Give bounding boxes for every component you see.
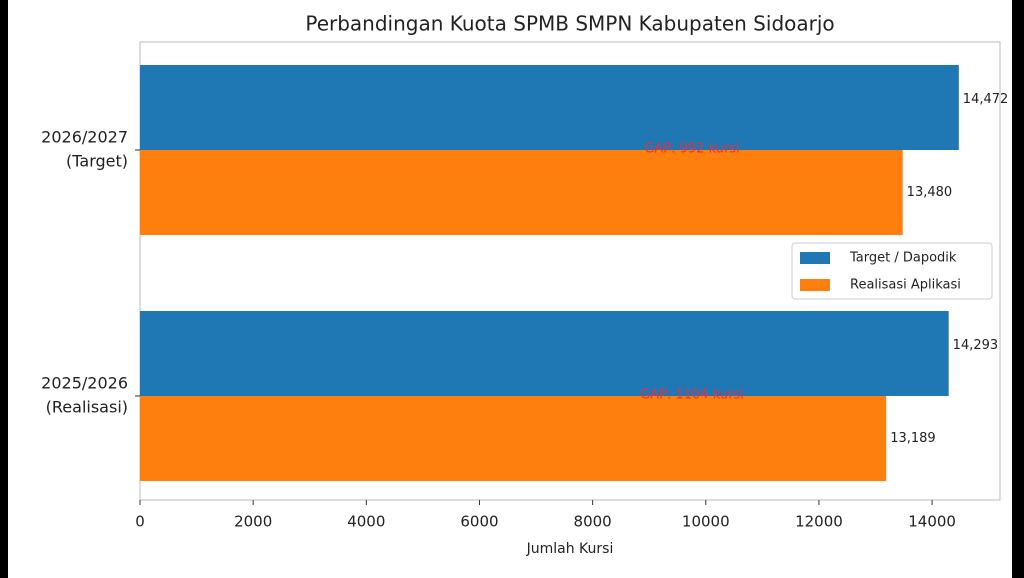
bar (140, 311, 949, 396)
x-tick-label: 0 (135, 513, 145, 531)
bar (140, 150, 903, 235)
bar (140, 396, 887, 481)
x-tick-label: 12000 (795, 513, 843, 531)
x-tick-label: 4000 (347, 513, 385, 531)
value-label: 13,480 (907, 185, 953, 200)
x-tick-label: 2000 (234, 513, 272, 531)
x-tick-label: 8000 (574, 513, 612, 531)
plot-frame (139, 41, 1001, 501)
chart-title: Perbandingan Kuota SPMB SMPN Kabupaten S… (305, 12, 834, 36)
y-tick-label: (Target) (66, 152, 128, 171)
y-tick-label: 2025/2026 (41, 374, 128, 393)
x-tick-label: 6000 (460, 513, 498, 531)
legend-label: Target / Dapodik (849, 251, 957, 266)
value-label: 14,472 (963, 92, 1009, 107)
x-tick-label: 10000 (682, 513, 730, 531)
y-tick-label: (Realisasi) (46, 398, 128, 417)
legend-swatch (800, 279, 830, 291)
x-tick-label: 14000 (908, 513, 956, 531)
legend-swatch (800, 252, 830, 264)
legend-box (791, 242, 993, 300)
annotation: GAP: 992 kursi (644, 142, 739, 157)
value-label: 14,293 (953, 338, 999, 353)
annotation: GAP: 1104 kursi (640, 388, 744, 403)
legend-label: Realisasi Aplikasi (850, 278, 961, 293)
bar (140, 65, 959, 150)
value-label: 13,189 (890, 431, 936, 446)
x-axis-label: Jumlah Kursi (526, 541, 614, 557)
y-tick-label: 2026/2027 (41, 128, 128, 147)
